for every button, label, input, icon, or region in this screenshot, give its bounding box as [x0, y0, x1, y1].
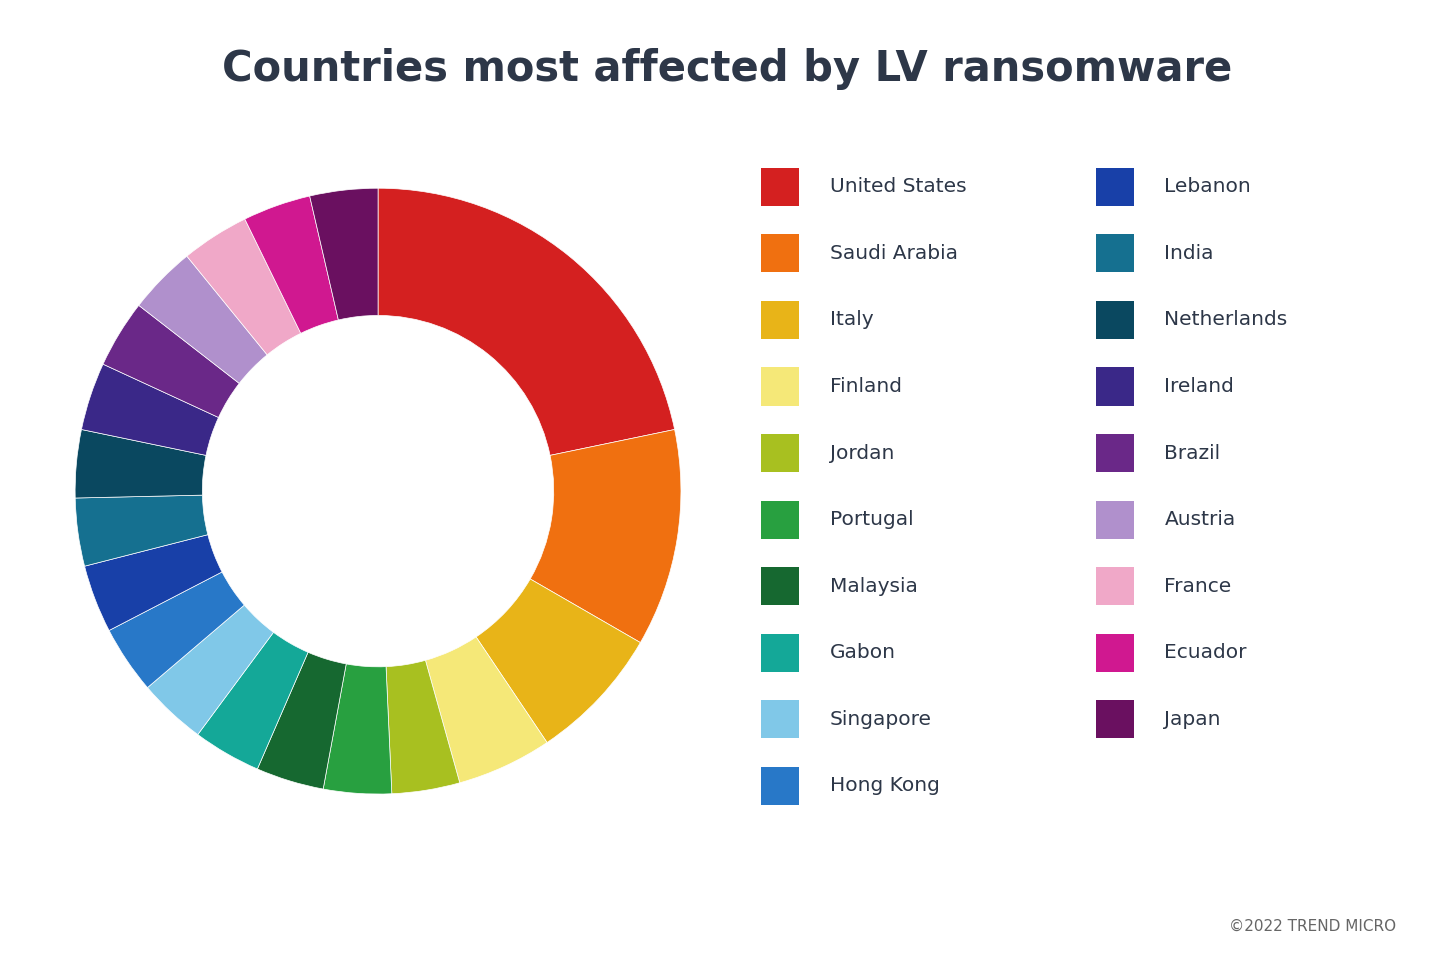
Bar: [1096, 234, 1134, 273]
Text: Malaysia: Malaysia: [829, 577, 917, 596]
Text: Lebanon: Lebanon: [1165, 177, 1250, 196]
Wedge shape: [109, 572, 244, 688]
Wedge shape: [378, 188, 675, 455]
Text: Ireland: Ireland: [1165, 377, 1234, 396]
Wedge shape: [188, 219, 301, 354]
Text: Ecuador: Ecuador: [1165, 643, 1248, 663]
Wedge shape: [103, 305, 240, 418]
Text: United States: United States: [829, 177, 965, 196]
Bar: [1096, 700, 1134, 739]
Bar: [1096, 300, 1134, 339]
Text: Portugal: Portugal: [829, 510, 913, 529]
Bar: [762, 368, 798, 405]
Text: Singapore: Singapore: [829, 710, 932, 729]
Wedge shape: [138, 256, 268, 383]
Text: Countries most affected by LV ransomware: Countries most affected by LV ransomware: [222, 48, 1232, 91]
Bar: [762, 700, 798, 739]
Wedge shape: [475, 579, 640, 742]
Bar: [762, 767, 798, 805]
Wedge shape: [81, 364, 218, 455]
Wedge shape: [76, 495, 208, 566]
Bar: [1096, 634, 1134, 672]
Bar: [762, 567, 798, 606]
Text: Netherlands: Netherlands: [1165, 310, 1288, 329]
Wedge shape: [76, 429, 206, 498]
Text: Gabon: Gabon: [829, 643, 896, 663]
Bar: [1096, 567, 1134, 606]
Wedge shape: [426, 637, 547, 783]
Wedge shape: [310, 188, 378, 320]
Text: Japan: Japan: [1165, 710, 1221, 729]
Bar: [762, 434, 798, 472]
Bar: [762, 168, 798, 206]
Text: Brazil: Brazil: [1165, 444, 1220, 462]
Wedge shape: [257, 652, 346, 789]
Text: Saudi Arabia: Saudi Arabia: [829, 244, 958, 263]
Bar: [1096, 501, 1134, 538]
Text: Hong Kong: Hong Kong: [829, 776, 939, 795]
Wedge shape: [531, 429, 680, 642]
Text: Italy: Italy: [829, 310, 874, 329]
Wedge shape: [244, 196, 339, 333]
Text: Finland: Finland: [829, 377, 901, 396]
Text: France: France: [1165, 577, 1232, 596]
Wedge shape: [385, 661, 459, 794]
Bar: [762, 501, 798, 538]
Bar: [1096, 434, 1134, 472]
Wedge shape: [84, 534, 222, 631]
Bar: [762, 634, 798, 672]
Bar: [762, 300, 798, 339]
Bar: [1096, 368, 1134, 405]
Text: Jordan: Jordan: [829, 444, 894, 462]
Bar: [762, 234, 798, 273]
Bar: [1096, 168, 1134, 206]
Wedge shape: [198, 633, 308, 769]
Wedge shape: [147, 605, 273, 735]
Wedge shape: [323, 664, 391, 794]
Text: India: India: [1165, 244, 1214, 263]
Text: ©2022 TREND MICRO: ©2022 TREND MICRO: [1229, 919, 1396, 934]
Text: Austria: Austria: [1165, 510, 1236, 529]
